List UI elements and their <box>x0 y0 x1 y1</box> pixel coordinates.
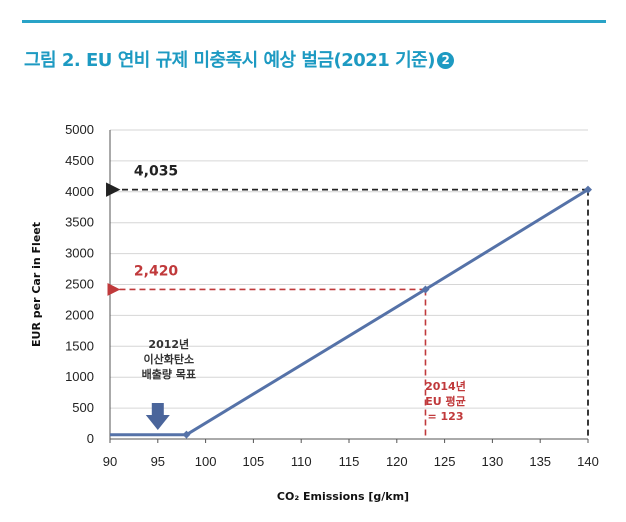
y-tick-label: 1000 <box>65 369 94 384</box>
target-2012-line: 이산화탄소 <box>143 352 194 366</box>
x-tick-label: 120 <box>386 454 408 469</box>
series-line <box>110 190 588 435</box>
eu-avg-2014-line: EU 평균 <box>425 394 466 408</box>
y-tick-label: 2000 <box>65 307 94 322</box>
x-tick-label: 130 <box>482 454 504 469</box>
grid-layer <box>110 130 588 408</box>
target-2012-line: 배출량 목표 <box>142 367 196 381</box>
y-tick-label: 3000 <box>65 246 94 261</box>
x-tick-label: 90 <box>103 454 117 469</box>
x-tick-label: 105 <box>243 454 265 469</box>
x-tick-label: 110 <box>291 454 312 469</box>
reference-lines-layer <box>119 190 588 439</box>
fine-chart: 0 500 1000 1500 2000 2500 3000 3500 4000 4500 5000… <box>0 110 626 522</box>
down-arrow-icon <box>146 403 170 430</box>
value-label-4035: 4,035 <box>134 164 178 180</box>
series-layer <box>110 186 592 439</box>
x-tick-label: 140 <box>577 454 599 469</box>
figure-title: 그림 2. EU 연비 규제 미충족시 예상 벌금(2021 기준) 2 <box>24 46 454 72</box>
axes-layer: 0 500 1000 1500 2000 2500 3000 3500 4000 4500 5000… <box>30 122 599 503</box>
figure-title-text: 그림 2. EU 연비 규제 미충족시 예상 벌금(2021 기준) <box>24 50 435 71</box>
y-tick-label: 0 <box>87 431 94 446</box>
target-2012-line: 2012년 <box>148 337 189 351</box>
number-badge-icon: 2 <box>437 52 454 69</box>
y-tick-label: 500 <box>72 400 94 415</box>
y-tick-label: 4500 <box>65 153 94 168</box>
y-tick-label: 2500 <box>65 277 94 292</box>
y-tick-label: 4000 <box>65 184 94 199</box>
eu-avg-2014-line: = 123 <box>427 410 463 423</box>
x-tick-label: 125 <box>434 454 456 469</box>
x-tick-label: 100 <box>195 454 217 469</box>
y-tick-label: 1500 <box>65 338 94 353</box>
top-rule <box>22 20 606 23</box>
x-tick-label: 115 <box>339 454 360 469</box>
y-tick-label: 5000 <box>65 122 94 137</box>
x-axis-title: CO₂ Emissions [g/km] <box>277 490 409 503</box>
x-tick-label: 95 <box>151 454 165 469</box>
y-axis-title: EUR per Car in Fleet <box>30 222 43 347</box>
value-label-2420: 2,420 <box>134 263 179 279</box>
x-tick-label: 135 <box>529 454 551 469</box>
target-2012-label: 2012년 이산화탄소 배출량 목표 <box>142 337 196 381</box>
eu-avg-2014-label: 2014년 EU 평균 = 123 <box>425 379 466 423</box>
eu-avg-2014-line: 2014년 <box>425 379 466 393</box>
y-tick-label: 3500 <box>65 215 94 230</box>
